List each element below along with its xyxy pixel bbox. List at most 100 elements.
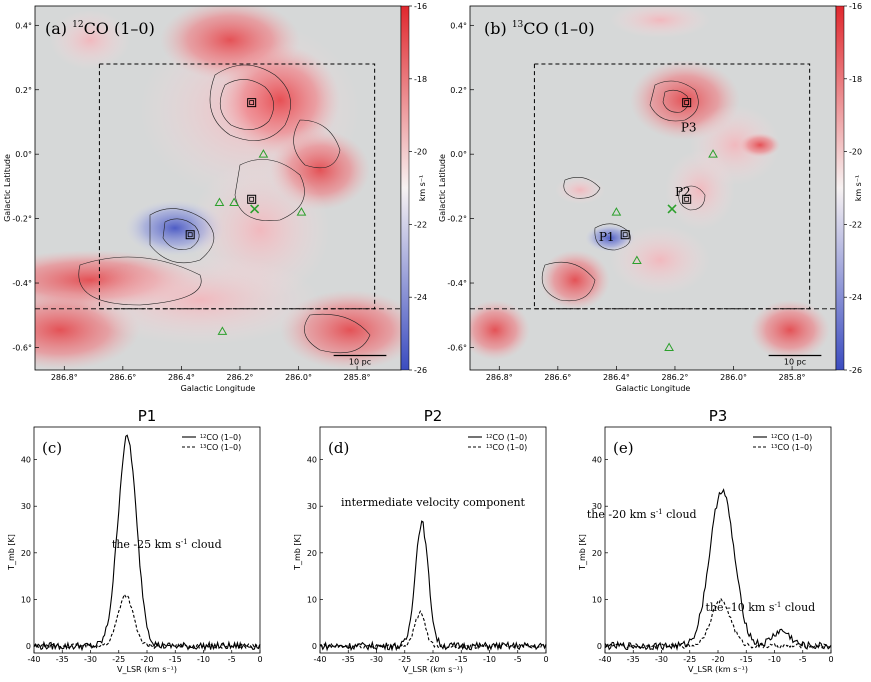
legend-text: CO (1–0) <box>492 433 527 442</box>
spectrum-annotation: the -20 km s-1 cloud <box>587 508 697 521</box>
spectrum-annotation: the -10 km s-1 cloud <box>706 601 816 614</box>
map-a-colorbar-label: km s⁻¹ <box>418 175 427 202</box>
map-a-yticks: 0.4° 0.2° 0.0° -0.2° -0.4° -0.6° <box>12 21 39 352</box>
legend-label: 12CO (1–0) <box>486 433 527 442</box>
map-b-title-sup: 13 <box>512 20 524 30</box>
map-a-region-box <box>98 63 376 310</box>
map-b-colorbar <box>835 5 845 371</box>
spectrum-xlabel: V_LSR (km s⁻¹) <box>403 665 463 674</box>
ytick-label: 10 <box>307 595 317 604</box>
legend-label: 12CO (1–0) <box>771 433 812 442</box>
map-a-title: (a) 12CO (1–0) <box>45 19 155 38</box>
xtick-label: -40 <box>313 655 326 664</box>
spectrum-frame <box>319 426 547 654</box>
legend-label: 13CO (1–0) <box>486 443 527 452</box>
spectrum-xlabel: V_LSR (km s⁻¹) <box>117 665 177 674</box>
xtick-label: -20 <box>711 655 724 664</box>
source-square-marker <box>620 230 630 240</box>
ytick-label: -0.4° <box>12 279 32 288</box>
spectrum-frame <box>604 426 832 654</box>
legend-text: CO (1–0) <box>777 433 812 442</box>
ytick-label: 40 <box>307 456 317 465</box>
xtick-label: 0 <box>543 655 548 664</box>
map-a-title-prefix: (a) <box>45 19 72 38</box>
legend-sup: 13 <box>200 444 206 450</box>
colorbar-tick-label: -16 <box>849 2 862 11</box>
xtick-label: 0 <box>828 655 833 664</box>
colorbar-tick-label: -24 <box>414 293 427 302</box>
xtick-label: 286.8° <box>486 373 513 382</box>
ytick-label: 0.0° <box>450 150 467 159</box>
ytick-label: -0.6° <box>12 343 32 352</box>
spectrum-legend: 12CO (1–0)13CO (1–0) <box>468 433 527 452</box>
source-square-marker <box>185 230 195 240</box>
xtick-label: 286.4° <box>603 373 630 382</box>
spectrum-ylabel: T_mb [K] <box>7 534 16 571</box>
xtick-label: 286.6° <box>544 373 571 382</box>
xtick-label: -25 <box>683 655 696 664</box>
xtick-label: -25 <box>112 655 125 664</box>
annotation-text: the -20 km s <box>587 508 656 521</box>
map-b-title-prefix: (b) <box>484 19 512 38</box>
map-a-xlabel: Galactic Longitude <box>181 384 256 393</box>
spectrum-line-12co <box>604 488 832 651</box>
colorbar-tick-label: -16 <box>414 2 427 11</box>
colorbar-tick-label: -26 <box>849 366 862 375</box>
spectrum-title: P2 <box>424 407 443 425</box>
xtick-label: 285.8° <box>344 373 371 382</box>
colorbar-tick-label: -22 <box>414 220 427 229</box>
source-square-marker <box>682 194 692 204</box>
source-square-inner <box>249 100 255 106</box>
cross-marker <box>667 204 677 214</box>
cross-marker <box>250 204 260 214</box>
map-a-title-main: CO (1–0) <box>84 19 155 38</box>
xtick-label: -35 <box>56 655 69 664</box>
spectrum-title: P1 <box>138 407 157 425</box>
source-square-marker <box>247 98 257 108</box>
annotation-text-end: cloud <box>781 601 815 614</box>
xtick-label: -25 <box>398 655 411 664</box>
ytick-label: 30 <box>21 502 31 511</box>
ytick-label: 0.2° <box>15 86 32 95</box>
xtick-label: -10 <box>768 655 781 664</box>
xtick-label: -30 <box>655 655 668 664</box>
annotation-text: intermediate velocity component <box>341 496 526 509</box>
xtick-label: -30 <box>84 655 97 664</box>
ytick-label: -0.4° <box>447 279 467 288</box>
panel-a-map: 10 pc 286.8° 286.6° 286.4° 286.2° 286.0° 285.… <box>3 2 427 393</box>
map-b-ylabel: Galactic Latitude <box>438 154 447 222</box>
triangle-marker <box>632 255 642 264</box>
map-b-xlabel: Galactic Longitude <box>616 384 691 393</box>
ytick-label: 30 <box>307 502 317 511</box>
xtick-label: -15 <box>455 655 468 664</box>
legend-label: 13CO (1–0) <box>200 443 241 452</box>
map-b-region-box <box>533 63 811 310</box>
xtick-label: 286.2° <box>227 373 254 382</box>
map-a-title-sup: 12 <box>72 20 83 30</box>
ytick-label: 0.4° <box>15 21 32 30</box>
legend-text: CO (1–0) <box>206 443 241 452</box>
source-square-inner <box>684 196 690 202</box>
colorbar-tick-label: -24 <box>849 293 862 302</box>
spectrum-panel-label: (c) <box>42 439 62 457</box>
xtick-label: -15 <box>740 655 753 664</box>
xtick-label: -40 <box>27 655 40 664</box>
xtick-label: -5 <box>228 655 236 664</box>
position-label: P3 <box>681 121 697 135</box>
spectra-panels: P1 (c) -40 -35 -30 -25 -20 -15 -10 -5 0 0 10 20 30 40 V_… <box>7 407 834 674</box>
ytick-label: 20 <box>592 549 602 558</box>
colorbar-tick-label: -22 <box>849 220 862 229</box>
xtick-label: -30 <box>370 655 383 664</box>
spectrum-title: P3 <box>709 407 728 425</box>
ytick-label: 0.2° <box>450 86 467 95</box>
map-b-scalebar-label: 10 pc <box>784 358 806 367</box>
ytick-label: 0.0° <box>15 150 32 159</box>
ytick-label: -0.2° <box>12 215 32 224</box>
spectrum-xlabel: V_LSR (km s⁻¹) <box>688 665 748 674</box>
triangle-marker <box>708 149 718 158</box>
spectrum-legend: 12CO (1–0)13CO (1–0) <box>753 433 812 452</box>
colorbar-tick-label: -18 <box>849 75 862 84</box>
annotation-sup: -1 <box>181 538 188 546</box>
annotation-sup: -1 <box>774 601 781 609</box>
